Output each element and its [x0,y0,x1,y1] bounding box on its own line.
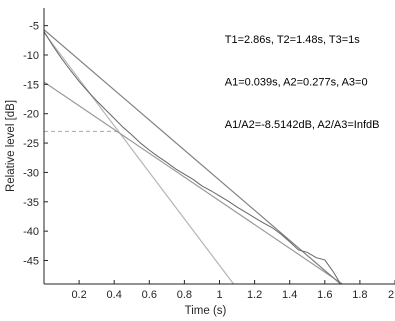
x-axis-label: Time (s) [185,305,227,317]
x-tick-label: 1.4 [282,289,297,301]
x-tick-label: 0.8 [177,289,192,301]
series-line-3 [44,81,343,284]
x-tick-label: 1.6 [317,289,332,301]
ticks-layer: 0.2 0.4 0.6 0.8 1 1.2 1.4 1.6 1.8 2 -5 -10 -15 -20 -25… [23,21,395,301]
annotation-text-2: A1=0.039s, A2=0.277s, A3=0 [225,77,368,89]
annotation-text-3: A1/A2=-8.5142dB, A2/A3=InfdB [225,119,380,131]
x-tick-label: 2 [388,289,394,301]
series-line-1 [44,31,342,284]
series-line-4 [44,32,235,284]
y-tick-label: -40 [23,226,39,238]
y-axis-label: Relative level [dB] [5,100,17,192]
y-tick-label: -45 [23,256,39,268]
annotation-layer: T1=2.86s, T2=1.48s, T3=1s A1=0.039s, A2=0… [225,34,380,131]
annotation-text-1: T1=2.86s, T2=1.48s, T3=1s [225,34,361,46]
y-tick-label: -20 [23,109,39,121]
x-tick-label: 0.6 [142,289,157,301]
x-tick-label: 0.4 [107,289,122,301]
series-line-2 [44,29,341,284]
x-tick-label: 1.2 [247,289,262,301]
y-tick-label: -5 [29,21,39,33]
y-tick-label: -10 [23,50,39,62]
series-layer [44,29,343,284]
y-tick-label: -25 [23,138,39,150]
x-tick-label: 1 [216,289,222,301]
plot-area [44,8,395,284]
y-tick-label: -15 [23,79,39,91]
y-tick-label: -35 [23,197,39,209]
x-tick-label: 0.2 [71,289,86,301]
x-tick-label: 1.8 [352,289,367,301]
y-tick-label: -30 [23,167,39,179]
